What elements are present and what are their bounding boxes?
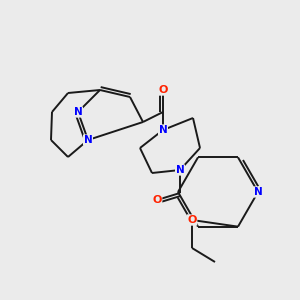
- Text: N: N: [84, 135, 92, 145]
- Text: N: N: [176, 165, 184, 175]
- Text: O: O: [152, 195, 162, 205]
- Text: N: N: [159, 125, 167, 135]
- Text: O: O: [187, 215, 197, 225]
- Text: O: O: [158, 85, 168, 95]
- Text: N: N: [254, 187, 262, 197]
- Text: N: N: [74, 107, 82, 117]
